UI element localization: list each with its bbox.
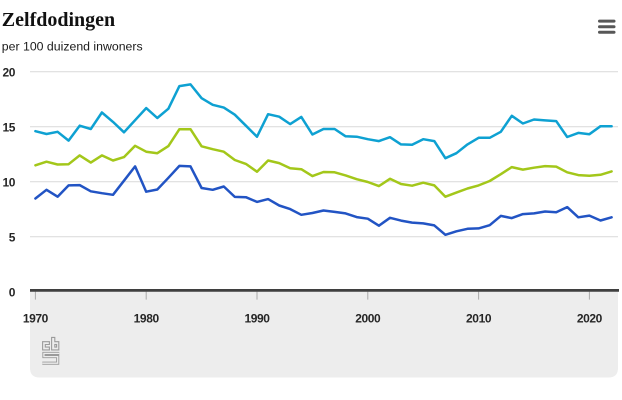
svg-text:2000: 2000 [355,311,381,325]
svg-text:5: 5 [9,231,16,245]
svg-text:0: 0 [9,286,16,300]
svg-text:1990: 1990 [244,311,270,325]
svg-text:1980: 1980 [134,311,160,325]
svg-text:2010: 2010 [466,311,492,325]
svg-text:20: 20 [2,66,15,80]
svg-text:per 100 duizend inwoners: per 100 duizend inwoners [2,40,143,54]
svg-text:Zelfdodingen: Zelfdodingen [2,9,115,31]
svg-text:10: 10 [2,176,15,190]
svg-text:15: 15 [2,121,15,135]
svg-text:1970: 1970 [23,311,49,325]
svg-text:2020: 2020 [577,311,603,325]
